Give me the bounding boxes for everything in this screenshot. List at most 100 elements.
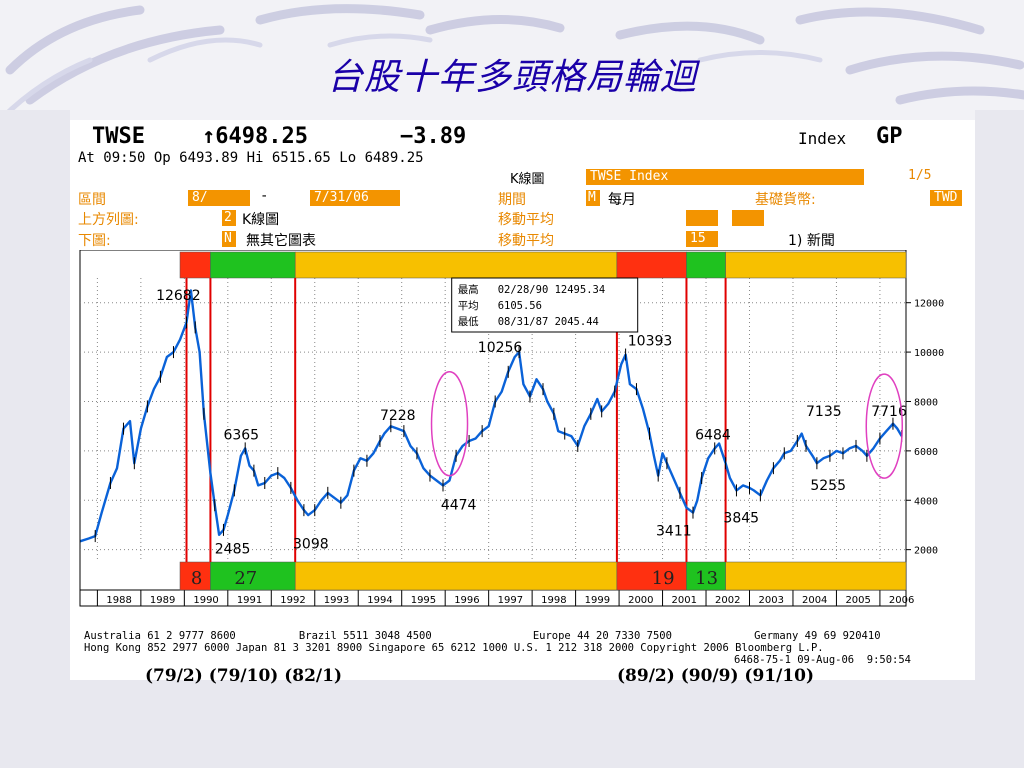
x-tick-label: 1993 bbox=[324, 595, 349, 606]
price-annotation: 7716 bbox=[871, 404, 907, 420]
x-tick-label: 1999 bbox=[585, 595, 610, 606]
x-tick-label: 1998 bbox=[541, 595, 566, 606]
bottom-phase-band bbox=[616, 561, 687, 591]
x-tick-label: 2003 bbox=[759, 595, 784, 606]
ma-label-2: 移動平均 bbox=[498, 233, 554, 249]
period-text: 每月 bbox=[608, 192, 636, 208]
footer-contacts-2: Hong Kong 852 2977 6000 Japan 81 3 3201 … bbox=[84, 642, 824, 654]
currency-field[interactable]: TWD bbox=[930, 190, 962, 206]
lower-chart-text: 無其它圖表 bbox=[246, 233, 316, 249]
duration-label: 8 bbox=[191, 568, 202, 589]
x-tick-label: 2004 bbox=[802, 595, 827, 606]
price-annotation: 6484 bbox=[695, 427, 731, 443]
price-annotation: 12682 bbox=[156, 288, 201, 304]
price-annotation: 6365 bbox=[223, 427, 259, 443]
date-from-field[interactable]: 8/ 9/87 bbox=[188, 190, 250, 221]
y-tick-label: 6000 bbox=[914, 447, 938, 458]
lower-chart-label: 下圖: bbox=[78, 233, 111, 249]
duration-label: 27 bbox=[234, 568, 257, 589]
footer-contacts-1: Australia 61 2 9777 8600 Brazil 5511 304… bbox=[84, 630, 881, 642]
x-tick-label: 2006 bbox=[889, 595, 914, 606]
price-annotation: 3845 bbox=[723, 510, 759, 526]
last-price: ↑6498.25 bbox=[202, 124, 308, 149]
x-tick-label: 2000 bbox=[628, 595, 653, 606]
x-tick-label: 2005 bbox=[845, 595, 870, 606]
price-annotation: 2485 bbox=[215, 542, 251, 558]
y-tick-label: 2000 bbox=[914, 546, 938, 557]
upper-code-field[interactable]: 2 bbox=[222, 210, 236, 226]
price-line bbox=[79, 289, 903, 543]
stats-value: 08/31/87 2045.44 bbox=[498, 316, 599, 328]
stats-value: 6105.56 bbox=[498, 300, 542, 312]
period-code-field[interactable]: M bbox=[586, 190, 600, 206]
y-tick-label: 8000 bbox=[914, 397, 938, 408]
caption-left: (79/2) (79/10) (82/1) bbox=[145, 666, 343, 686]
y-tick-label: 10000 bbox=[914, 348, 944, 359]
stats-label: 平均 bbox=[458, 300, 479, 312]
duration-label: 19 bbox=[652, 568, 675, 589]
index-label: Index bbox=[798, 129, 847, 148]
ticker: TWSE bbox=[92, 124, 145, 149]
date-to-field[interactable]: 7/31/06 bbox=[310, 190, 400, 206]
upper-chart-label: 上方列圖: bbox=[78, 212, 139, 228]
bottom-phase-band bbox=[725, 561, 907, 591]
price-annotation: 3411 bbox=[656, 523, 692, 539]
bottom-phase-band bbox=[686, 561, 726, 591]
x-tick-label: 1994 bbox=[367, 595, 392, 606]
stats-value: 02/28/90 12495.34 bbox=[498, 284, 605, 296]
top-phase-band bbox=[179, 251, 211, 279]
security-field[interactable]: TWSE Index bbox=[586, 169, 864, 185]
top-phase-band bbox=[210, 251, 296, 279]
x-tick-label: 1991 bbox=[237, 595, 262, 606]
gp-label: GP bbox=[876, 124, 903, 149]
ma-value-field[interactable]: 15 bbox=[686, 231, 718, 247]
x-tick-label: 2002 bbox=[715, 595, 740, 606]
slide-title: 台股十年多頭格局輪迴 bbox=[326, 57, 697, 98]
ma-field-2[interactable] bbox=[732, 210, 764, 226]
price-chart: 2000 4000 6000 8000 10000 12000 1988 1989 1990 19… bbox=[79, 250, 944, 607]
bottom-phase-band bbox=[294, 561, 618, 591]
price-annotation: 10256 bbox=[478, 340, 523, 356]
upper-chart-text: K線圖 bbox=[242, 212, 280, 228]
price-annotation: 7135 bbox=[806, 404, 842, 420]
y-tick-label: 12000 bbox=[914, 299, 944, 310]
news-link[interactable]: 1) 新聞 bbox=[788, 233, 835, 249]
stats-box bbox=[451, 277, 639, 333]
x-tick-label: 1988 bbox=[106, 595, 131, 606]
period-label: 期間 bbox=[498, 192, 526, 208]
x-tick-label: 1997 bbox=[498, 595, 523, 606]
ma-field-1[interactable] bbox=[686, 210, 718, 226]
quote-line: At 09:50 Op 6493.89 Hi 6515.65 Lo 6489.2… bbox=[78, 150, 424, 166]
x-tick-label: 1992 bbox=[280, 595, 305, 606]
stats-label: 最低 bbox=[458, 315, 479, 328]
range-label: 區間 bbox=[78, 192, 106, 208]
ma-label-1: 移動平均 bbox=[498, 212, 554, 228]
x-tick-label: 1995 bbox=[411, 595, 436, 606]
x-tick-label: 2001 bbox=[672, 595, 697, 606]
top-phase-band bbox=[725, 251, 907, 279]
top-phase-band bbox=[616, 251, 687, 279]
bottom-phase-band bbox=[210, 561, 296, 591]
bloomberg-terminal: TWSE ↑6498.25 −3.89 Index GP At 09:50 Op… bbox=[70, 120, 975, 680]
price-change: −3.89 bbox=[400, 124, 467, 149]
currency-label: 基礎貨幣: bbox=[755, 192, 816, 208]
x-tick-label: 1989 bbox=[150, 595, 175, 606]
price-annotation: 10393 bbox=[628, 333, 673, 349]
bottom-phase-band bbox=[179, 561, 211, 591]
x-tick-label: 1990 bbox=[193, 595, 218, 606]
date-dash: - bbox=[260, 188, 269, 204]
price-annotation: 3098 bbox=[293, 536, 329, 552]
stats-label: 最高 bbox=[458, 283, 479, 296]
duration-label: 13 bbox=[695, 568, 718, 589]
x-tick-label: 1996 bbox=[454, 595, 479, 606]
y-tick-label: 4000 bbox=[914, 496, 938, 507]
page-indicator: 1/5 bbox=[908, 168, 932, 183]
footer-timestamp: 6468-75-1 09-Aug-06 9:50:54 bbox=[734, 654, 912, 666]
price-annotation: 5255 bbox=[810, 478, 846, 494]
top-phase-band bbox=[686, 251, 726, 279]
highlight-ellipse bbox=[865, 373, 904, 479]
caption-right: (89/2) (90/9) (91/10) bbox=[617, 666, 815, 686]
lower-code-field[interactable]: N bbox=[222, 231, 236, 247]
chart-kind: K線圖 bbox=[510, 172, 545, 187]
price-annotation: 7228 bbox=[380, 408, 416, 424]
